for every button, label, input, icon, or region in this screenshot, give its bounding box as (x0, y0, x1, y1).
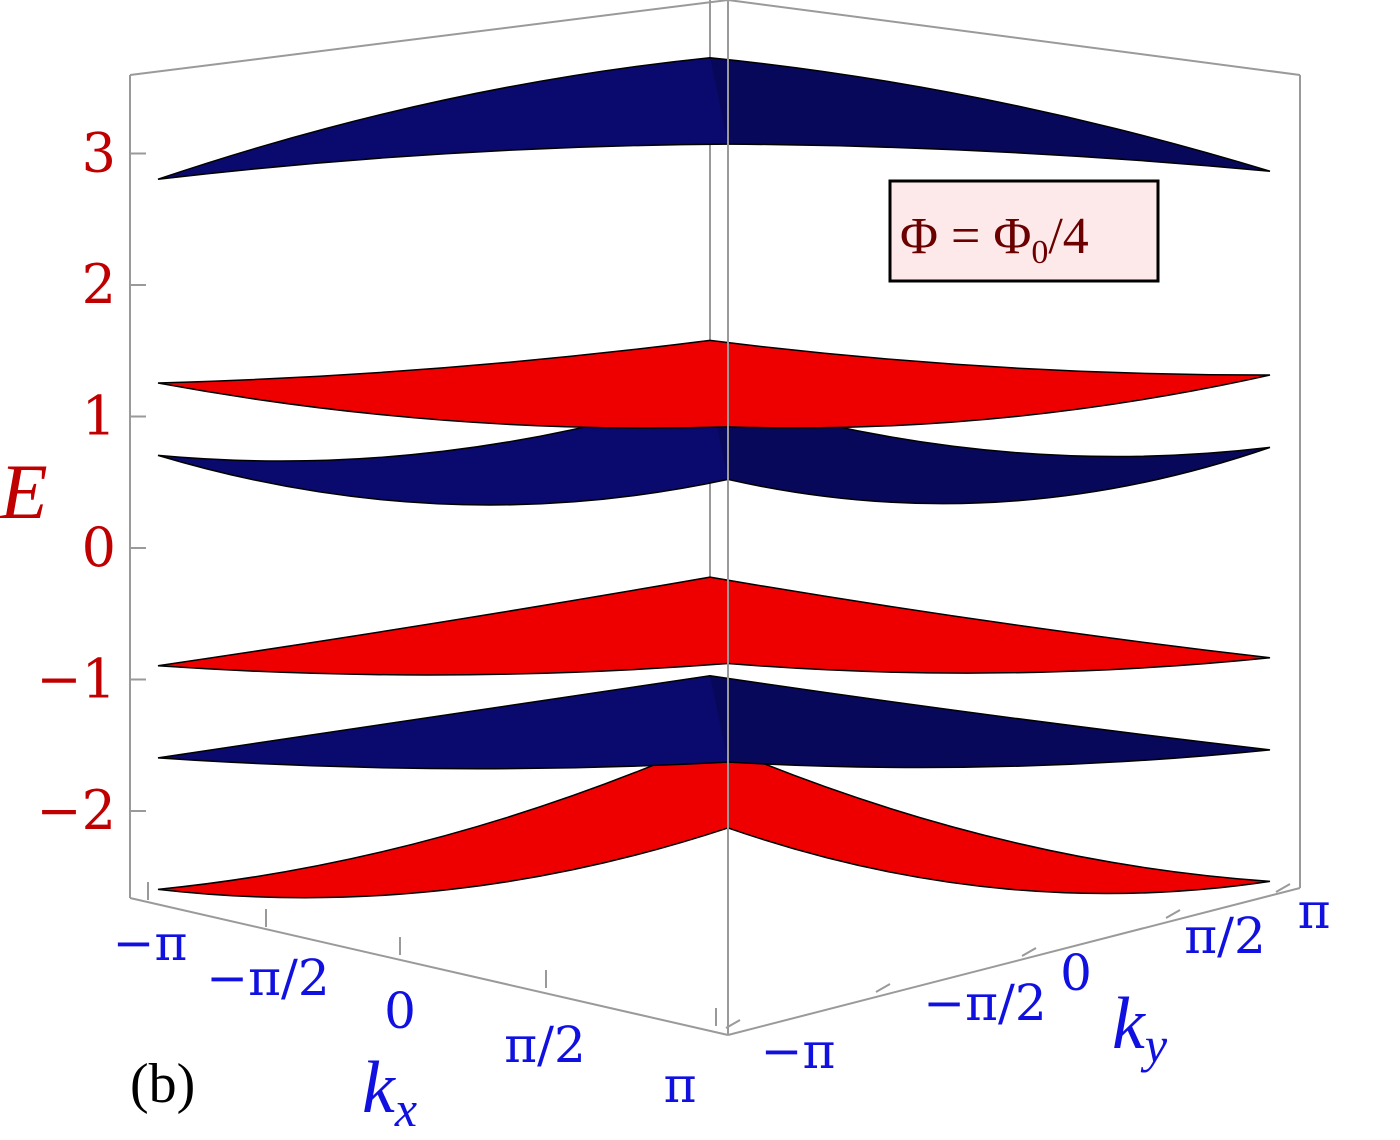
kx-tick-label: −π/2 (206, 949, 329, 1007)
frame-edge (727, 887, 1301, 1036)
e-tick-label: 1 (82, 385, 116, 448)
e-tick-label: 0 (82, 516, 116, 579)
band-surface-fill (157, 339, 1271, 429)
band-surface-fill (157, 674, 1271, 770)
band-surface (157, 56, 1271, 180)
band-surfaces (157, 56, 1271, 899)
panel-label: (b) (130, 1053, 195, 1115)
band-surface-fill (157, 56, 1271, 180)
legend-box (888, 179, 1160, 283)
ky-axis-title-sub: y (1140, 1017, 1168, 1073)
frame-edge (129, 897, 729, 1036)
band-surface-fill (157, 392, 1271, 506)
frame-edge (129, 0, 729, 76)
e-tick-label: −1 (36, 648, 116, 711)
legend: Φ = Φ0/4 (888, 179, 1160, 283)
ky-tick-mark (1021, 947, 1037, 957)
frame-edge (727, 0, 1301, 76)
ky-tick-label: 0 (1060, 944, 1092, 1002)
band-surface-shade (710, 577, 1270, 673)
kx-tick-label: π/2 (504, 1016, 586, 1074)
band-surface (157, 392, 1271, 506)
band-surface-shade (710, 675, 1270, 768)
legend-text-tail: /4 (1048, 208, 1088, 265)
band-surface (157, 740, 1271, 899)
e-axis-title: E (0, 448, 48, 535)
ky-tick-label: −π (761, 1022, 836, 1080)
band-surface-fill (157, 576, 1271, 676)
band-surface-shade (710, 57, 1270, 172)
ky-tick-mark (725, 1019, 741, 1029)
kx-axis-title-sub: x (394, 1081, 417, 1137)
legend-text: Φ = Φ0/4 (900, 208, 1089, 271)
legend-text-sub: 0 (1031, 234, 1048, 271)
kx-tick-label: 0 (384, 982, 416, 1040)
ky-tick-label: −π/2 (923, 974, 1046, 1032)
kx-tick-label: π (664, 1056, 697, 1114)
ky-tick-label: π/2 (1184, 907, 1266, 965)
ky-tick-mark (875, 983, 891, 993)
band-surface-fill (157, 740, 1271, 899)
band-surface-shade (710, 340, 1270, 427)
kx-axis-ticks: −π −π/2 0 π/2 π (113, 882, 717, 1114)
ky-tick-label: π (1298, 882, 1331, 940)
box-frame-front (129, 0, 1301, 1036)
band-surface (157, 576, 1271, 676)
kx-tick-label: −π (113, 914, 188, 972)
ky-tick-mark (1165, 909, 1181, 919)
legend-text-main: Φ = Φ (900, 208, 1031, 265)
e-tick-label: −2 (36, 779, 116, 842)
ky-tick-mark (1275, 883, 1291, 893)
e-tick-label: 3 (82, 122, 116, 185)
e-tick-label: 2 (82, 253, 116, 316)
e-axis-ticks: 3 2 1 0 −1 −2 (36, 122, 146, 842)
band-surface (157, 339, 1271, 429)
ky-axis-ticks: −π −π/20 π/2 π (725, 882, 1331, 1080)
ky-axis-title-main: k (1112, 983, 1146, 1065)
band-surface-shade (710, 393, 1270, 504)
kx-axis-title: kx (362, 1047, 417, 1137)
band-surface (157, 674, 1271, 770)
ky-axis-title: ky (1112, 983, 1168, 1073)
kx-axis-title-main: k (362, 1047, 396, 1129)
